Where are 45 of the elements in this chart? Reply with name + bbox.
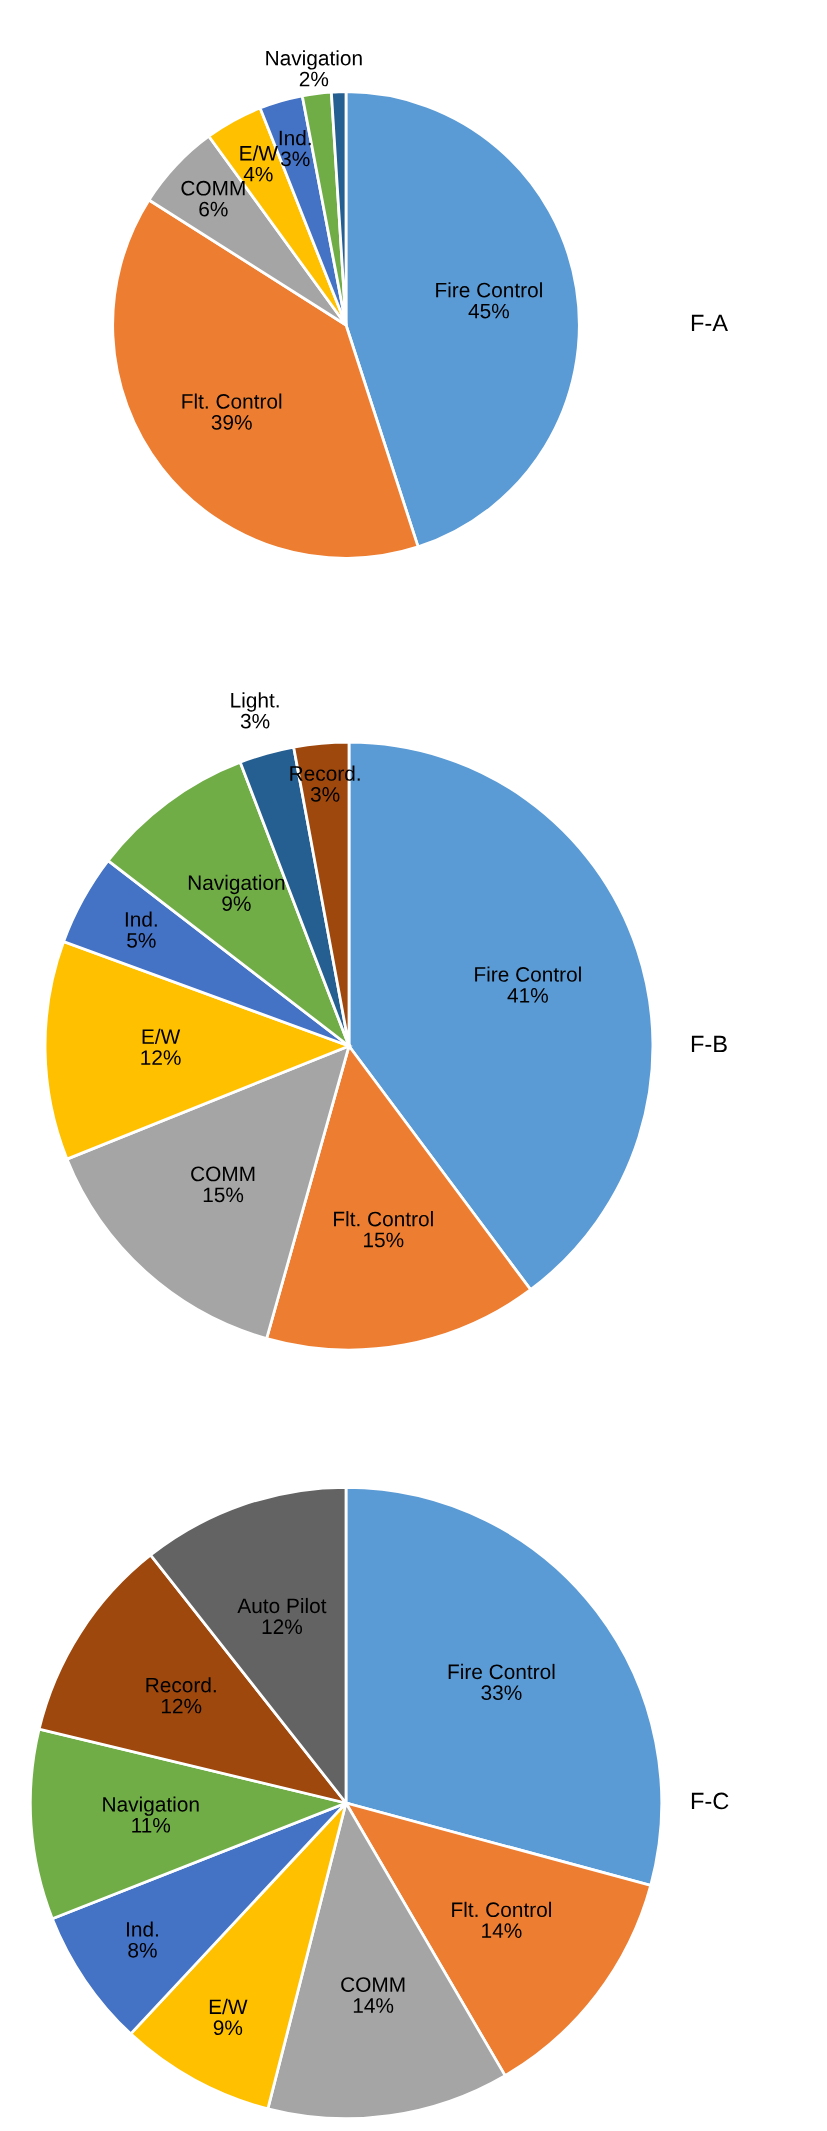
text: F-C [691, 1792, 729, 1810]
data-label: 41% [507, 988, 548, 1003]
data-label: 9% [213, 2020, 243, 2036]
slice-label: COMM [191, 1166, 255, 1182]
data-label: 15% [203, 1187, 244, 1203]
slice-label: E/W [142, 1028, 181, 1044]
slice-label: Record. [146, 1677, 216, 1693]
slice-label: Navigation [103, 1796, 199, 1816]
slice-label: Navigation [188, 874, 285, 895]
data-label: 3% [240, 713, 270, 729]
slice-label: Auto Pilot [237, 1597, 327, 1614]
slice-label: COMM [341, 1977, 405, 1992]
data-label: 39% [211, 414, 252, 430]
slice-label: E/W [240, 145, 278, 161]
data-label: 9% [222, 896, 251, 911]
data-label: 15% [364, 1232, 404, 1248]
slice-label: Flt. Control [334, 1211, 433, 1227]
slice-label: Fire Control [475, 966, 581, 982]
data-label: 12% [161, 1698, 202, 1714]
slice-label: E/W [209, 1998, 248, 2015]
slice-label: Ind. [127, 1921, 158, 1937]
slice-label: Light. [231, 692, 279, 712]
data-label: 3% [280, 151, 310, 167]
data-label: 3% [310, 787, 340, 802]
data-label: 12% [141, 1050, 181, 1065]
slice-label: COMM [181, 180, 245, 196]
data-label: 33% [481, 1685, 522, 1701]
data-label: 2% [299, 71, 329, 87]
text: F-B [691, 1035, 727, 1053]
data-label: 6% [199, 201, 228, 217]
data-label: 5% [127, 933, 156, 948]
data-label: 4% [243, 166, 273, 182]
slice-label: Navigation [266, 50, 362, 70]
data-label: 14% [482, 1923, 522, 1938]
data-label: 11% [132, 1817, 171, 1833]
data-label: 8% [128, 1942, 157, 1958]
slice-label: Ind. [125, 911, 157, 927]
data-label: 12% [262, 1619, 303, 1635]
slice-label: Fire Control [448, 1663, 555, 1680]
data-label: 45% [468, 303, 509, 319]
text: F-A [691, 314, 728, 332]
slice-label: Flt. Control [182, 393, 282, 409]
data-label: 14% [353, 1998, 394, 2013]
slice-label: Flt. Control [452, 1901, 551, 1918]
slice-label: Fire Control [436, 282, 542, 298]
